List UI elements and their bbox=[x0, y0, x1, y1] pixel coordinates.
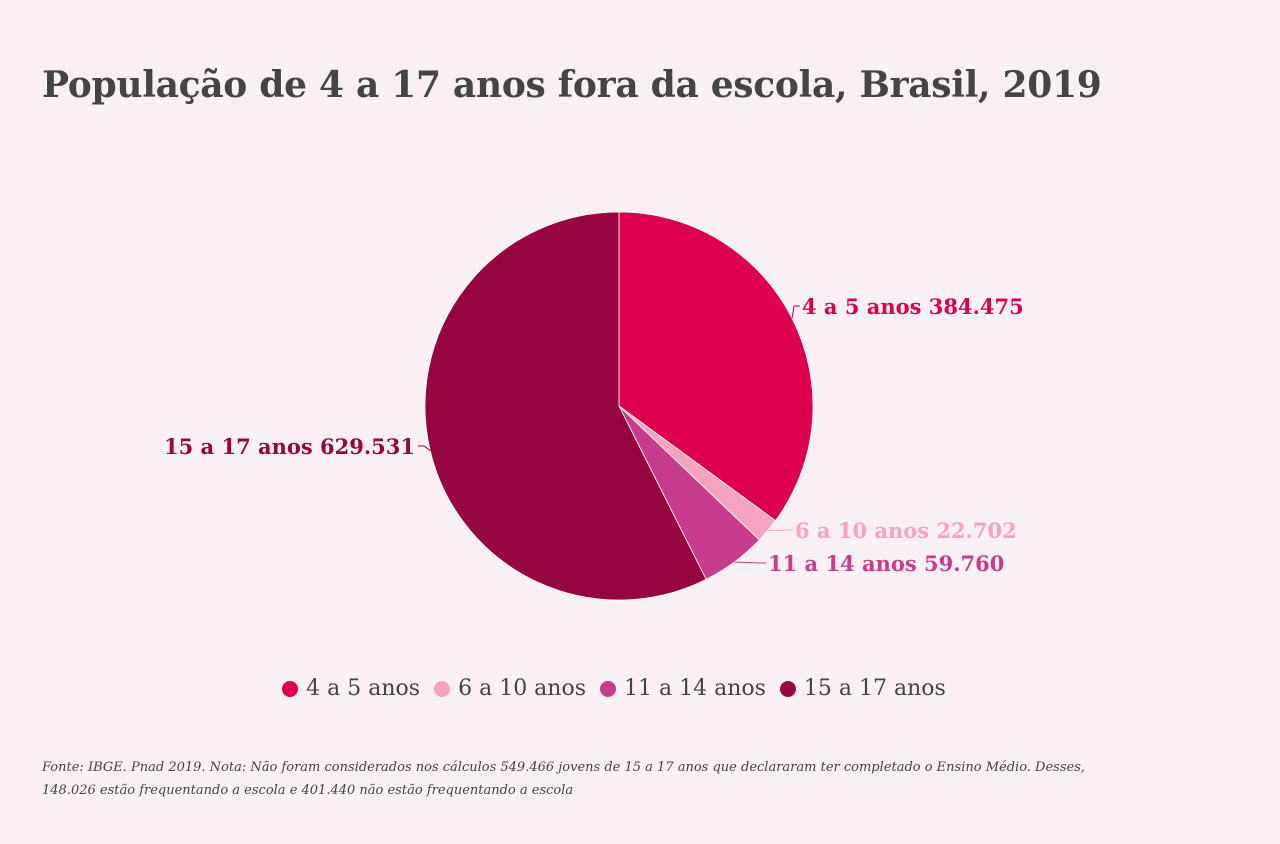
leader-line-1 bbox=[791, 305, 800, 319]
legend-swatch-2 bbox=[434, 680, 451, 697]
data-label-3: 11 a 14 anos 59.760 bbox=[768, 551, 1004, 576]
legend-swatch-4 bbox=[779, 680, 796, 697]
data-label-1: 4 a 5 anos 384.475 bbox=[802, 294, 1024, 319]
legend-swatch-3 bbox=[600, 680, 617, 697]
legend-label-1: 4 a 5 anos bbox=[306, 676, 421, 701]
legend-item-1: 4 a 5 anos bbox=[282, 676, 420, 701]
footnote: Fonte: IBGE. Pnad 2019. Nota: Não foram … bbox=[42, 760, 1086, 798]
data-label-4: 15 a 17 anos 629.531 bbox=[164, 434, 415, 459]
legend-label-3: 11 a 14 anos bbox=[624, 676, 766, 701]
leader-line-2 bbox=[767, 529, 793, 532]
legend-item-2: 6 a 10 anos bbox=[434, 676, 586, 701]
leader-line-4 bbox=[418, 445, 431, 452]
pie-slice-1 bbox=[618, 211, 814, 522]
legend-label-4: 15 a 17 anos bbox=[803, 676, 946, 701]
pie-slice-4 bbox=[424, 211, 707, 601]
leader-line-3 bbox=[734, 561, 766, 564]
data-label-2: 6 a 10 anos 22.702 bbox=[795, 518, 1017, 543]
legend-swatch-1 bbox=[282, 680, 299, 697]
legend-item-4: 15 a 17 anos bbox=[779, 676, 946, 701]
chart-title: População de 4 a 17 anos fora da escola,… bbox=[42, 64, 1102, 106]
legend: 4 a 5 anos 6 a 10 anos 11 a 14 anos 15 a 17… bbox=[0, 676, 1228, 701]
legend-label-2: 6 a 10 anos bbox=[458, 676, 587, 701]
legend-item-3: 11 a 14 anos bbox=[600, 676, 766, 701]
